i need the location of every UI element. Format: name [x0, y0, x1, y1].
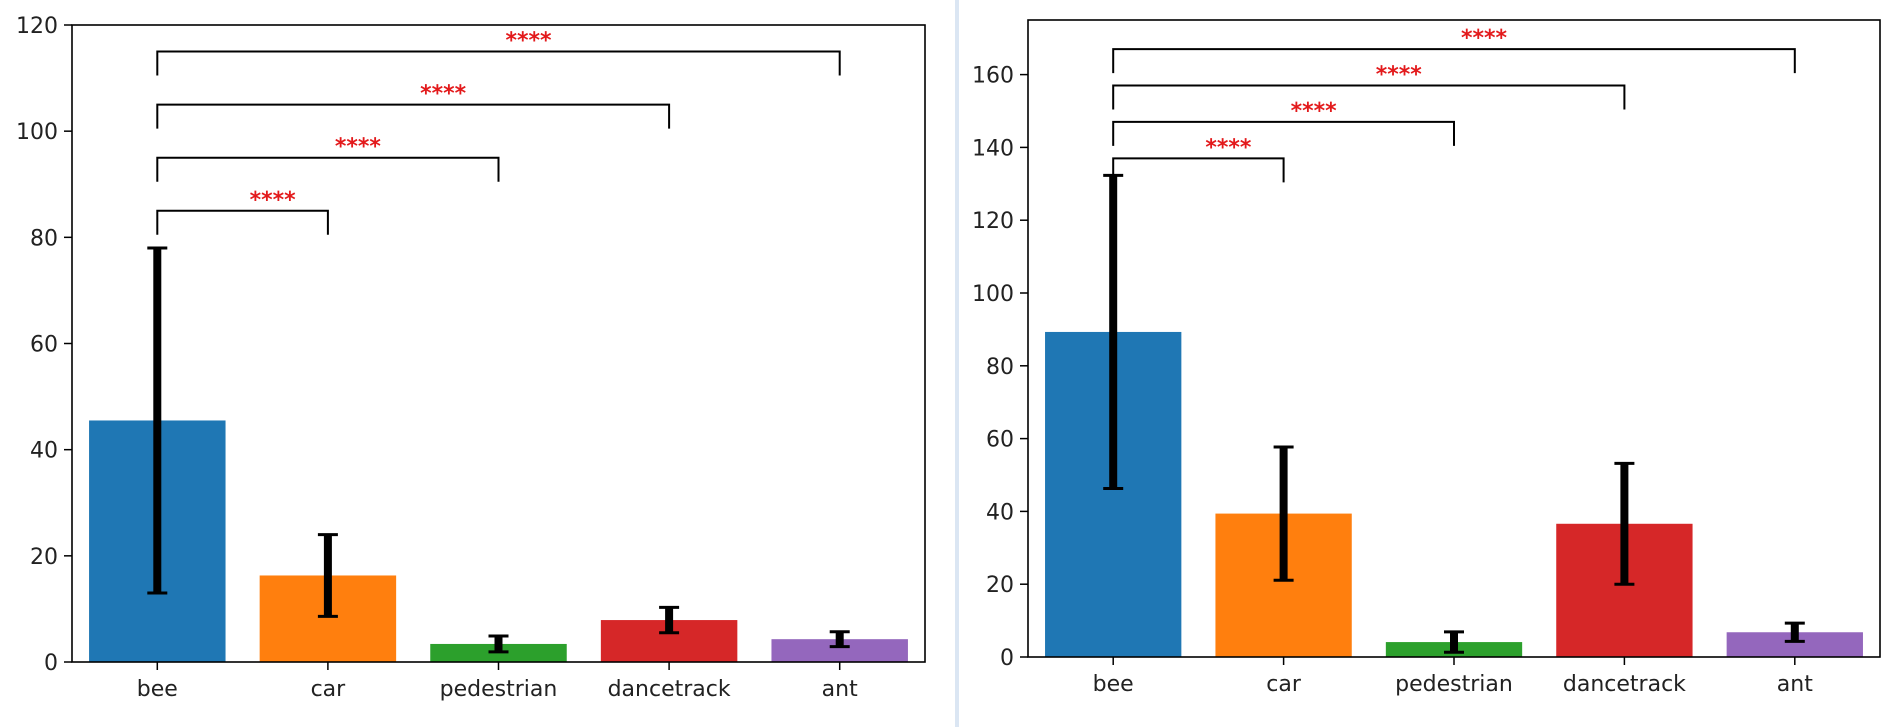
y-tick-label: 40: [986, 500, 1014, 525]
sig-label-ant: ****: [1461, 26, 1508, 51]
y-tick-label: 20: [30, 545, 58, 570]
x-tick-label-pedestrian: pedestrian: [1395, 672, 1513, 697]
y-tick-label: 120: [16, 14, 58, 39]
sig-label-dancetrack: ****: [1376, 63, 1423, 88]
bar-ant: [771, 639, 908, 662]
panel-divider: [955, 0, 959, 727]
y-tick-label: 40: [30, 439, 58, 464]
chart-panel-2: **** **** **** **** 0 20 40 60 80 100 120 140 160 bee…: [972, 19, 1881, 697]
sig-bracket-car: [156, 209, 329, 235]
sig-bracket-dancetrack: [1112, 84, 1626, 110]
y-tick-label: 140: [972, 136, 1014, 161]
x-tick-label-bee: bee: [1093, 672, 1134, 697]
x-tick-label-car: car: [311, 677, 347, 702]
y-tick-label: 80: [30, 226, 58, 251]
x-tick-label-bee: bee: [137, 677, 178, 702]
x-tick-label-dancetrack: dancetrack: [608, 677, 731, 702]
x-tick-label-car: car: [1266, 672, 1302, 697]
sig-bracket-dancetrack: [156, 103, 671, 129]
chart-panel-1: **** **** **** **** 0 20 40 60 80 100 120 bee car ped…: [16, 14, 926, 702]
sig-bracket-ant: [1112, 48, 1796, 74]
sig-label-pedestrian: ****: [1291, 99, 1338, 124]
y-tick-label: 0: [1000, 646, 1014, 671]
y-tick-label: 100: [972, 282, 1014, 307]
sig-label-ant: ****: [505, 29, 552, 54]
x-tick-label-pedestrian: pedestrian: [440, 677, 558, 702]
y-tick-label: 0: [44, 651, 58, 676]
sig-bracket-car: [1112, 157, 1285, 183]
y-tick-label: 20: [986, 573, 1014, 598]
x-tick-label-ant: ant: [1777, 672, 1813, 697]
y-tick-label: 100: [16, 120, 58, 145]
sig-label-car: ****: [250, 188, 297, 213]
y-tick-label: 160: [972, 64, 1014, 89]
y-tick-label: 60: [986, 428, 1014, 453]
x-tick-label-dancetrack: dancetrack: [1563, 672, 1686, 697]
y-tick-label: 80: [986, 355, 1014, 380]
y-tick-label: 60: [30, 333, 58, 358]
sig-bracket-pedestrian: [1112, 120, 1455, 146]
sig-bracket-pedestrian: [156, 156, 500, 182]
sig-label-car: ****: [1205, 135, 1252, 160]
x-tick-label-ant: ant: [822, 677, 858, 702]
sig-label-pedestrian: ****: [335, 135, 382, 160]
sig-bracket-ant: [156, 50, 841, 76]
sig-label-dancetrack: ****: [420, 82, 467, 107]
y-tick-label: 120: [972, 209, 1014, 234]
